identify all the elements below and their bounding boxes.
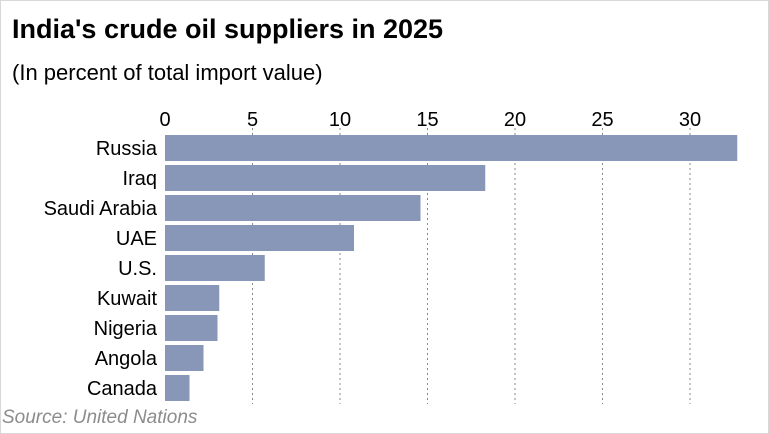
bar-iraq <box>165 165 486 191</box>
bar-angola <box>165 345 204 371</box>
bar-canada <box>165 375 190 401</box>
bar-kuwait <box>165 285 220 311</box>
bar-u-s <box>165 255 265 281</box>
bar-saudi-arabia <box>165 195 421 221</box>
bar-nigeria <box>165 315 218 341</box>
x-tick-label: 25 <box>591 109 613 131</box>
x-tick-label: 20 <box>504 109 526 131</box>
category-label: Russia <box>96 138 158 160</box>
bar-russia <box>165 135 738 161</box>
x-axis-ticks: 0 5 10 15 20 25 30 <box>159 109 701 131</box>
bars <box>165 135 738 401</box>
x-tick-label: 30 <box>679 109 701 131</box>
source-note: Source: United Nations <box>2 407 198 428</box>
x-tick-label: 15 <box>416 109 438 131</box>
chart-title: India's crude oil suppliers in 2025 <box>12 14 444 44</box>
category-label: Saudi Arabia <box>44 198 158 220</box>
category-label: U.S. <box>118 258 157 280</box>
category-labels: Russia Iraq Saudi Arabia UAE U.S. Kuwait Niger… <box>44 138 158 400</box>
x-tick-label: 10 <box>329 109 351 131</box>
chart-subtitle: (In percent of total import value) <box>12 60 323 85</box>
category-label: Iraq <box>123 168 157 190</box>
category-label: Nigeria <box>94 318 158 340</box>
category-label: Kuwait <box>97 288 157 310</box>
category-label: Angola <box>95 348 158 370</box>
category-label: Canada <box>87 378 158 400</box>
bar-uae <box>165 225 354 251</box>
category-label: UAE <box>116 228 157 250</box>
x-tick-label: 0 <box>159 109 170 131</box>
x-tick-label: 5 <box>247 109 258 131</box>
